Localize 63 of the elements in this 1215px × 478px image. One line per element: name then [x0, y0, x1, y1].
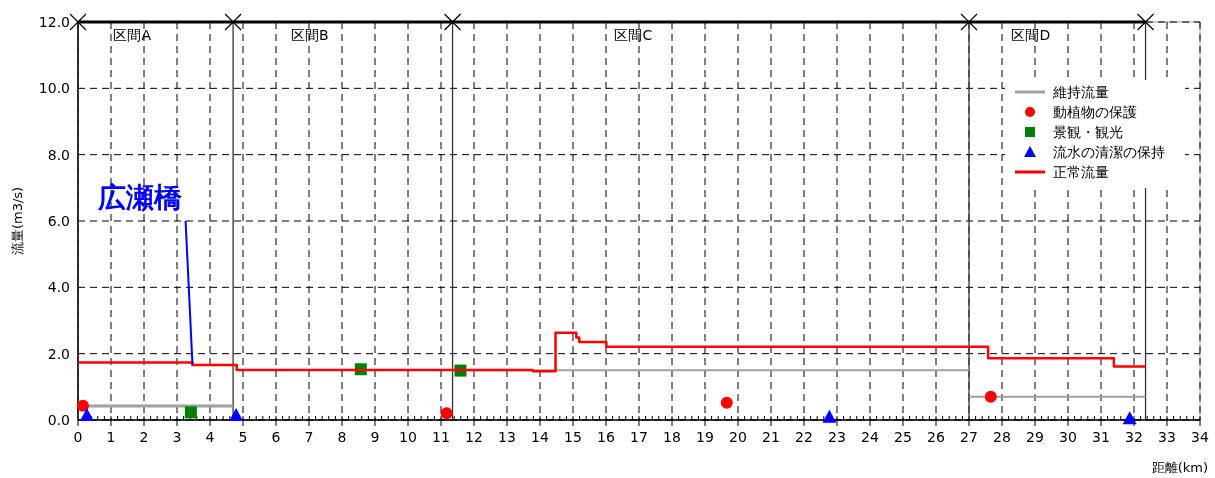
x-tick-label: 19 — [696, 429, 714, 445]
x-tick-label: 33 — [1158, 429, 1176, 445]
y-tick-label: 10.0 — [38, 80, 70, 97]
annotation: 区間A — [113, 27, 152, 43]
x-tick-label: 22 — [795, 429, 813, 445]
x-tick-label: 16 — [597, 429, 615, 445]
x-tick-label: 28 — [993, 429, 1011, 445]
point — [822, 409, 837, 423]
x-tick-label: 3 — [172, 429, 182, 445]
x-tick-label: 25 — [894, 429, 912, 445]
x-tick-label: 8 — [337, 429, 347, 445]
point — [440, 407, 453, 420]
y-tick-label: 12.0 — [38, 14, 70, 30]
x-axis-title: 距離(km) — [1151, 460, 1208, 475]
legend-label: 維持流量 — [1052, 84, 1109, 100]
x-tick-label: 30 — [1059, 429, 1077, 445]
x-tick-label: 1 — [106, 429, 116, 445]
point — [76, 399, 89, 412]
x-tick-label: 18 — [663, 429, 681, 445]
legend-label: 動植物の保護 — [1053, 104, 1137, 120]
point — [984, 390, 997, 403]
x-tick-label: 11 — [432, 429, 450, 445]
x-tick-label: 24 — [861, 429, 879, 445]
x-tick-label: 6 — [271, 429, 281, 445]
x-tick-label: 7 — [304, 429, 314, 445]
x-tick-label: 15 — [564, 429, 582, 445]
x-tick-label: 26 — [927, 429, 945, 445]
legend-label: 流水の清潔の保持 — [1053, 144, 1165, 160]
x-tick-label: 23 — [828, 429, 846, 445]
x-tick-label: 13 — [498, 429, 516, 445]
y-tick-label: 0.0 — [47, 412, 70, 428]
y-tick-label: 4.0 — [47, 279, 70, 296]
x-tick-label: 14 — [531, 429, 549, 445]
point — [1122, 411, 1137, 425]
x-tick-label: 32 — [1125, 429, 1143, 445]
annotation: 区間D — [1011, 27, 1051, 43]
x-tick-label: 21 — [762, 429, 780, 445]
annotation: 区間C — [614, 27, 653, 43]
y-tick-label: 8.0 — [47, 146, 70, 163]
y-tick-label: 2.0 — [47, 345, 70, 362]
x-tick-label: 0 — [73, 429, 83, 445]
annotation: 広瀬橋 — [96, 181, 183, 214]
point — [79, 408, 94, 422]
y-axis-title: 流量(m3/s) — [10, 186, 25, 256]
x-tick-label: 10 — [399, 429, 417, 445]
point — [720, 396, 733, 409]
annotation: 区間B — [291, 27, 329, 43]
x-tick-label: 31 — [1092, 429, 1110, 445]
legend-label: 景観・観光 — [1053, 124, 1123, 140]
y-tick-label: 6.0 — [47, 213, 70, 229]
x-tick-label: 34 — [1191, 429, 1209, 445]
x-tick-label: 20 — [729, 429, 747, 445]
x-tick-label: 5 — [238, 429, 248, 445]
x-tick-label: 27 — [960, 429, 978, 445]
point — [184, 406, 197, 419]
legend-label: 正常流量 — [1053, 164, 1109, 180]
x-tick-label: 29 — [1026, 429, 1044, 445]
point — [229, 408, 244, 422]
x-tick-label: 12 — [465, 429, 483, 445]
x-tick-label: 9 — [370, 429, 380, 445]
x-tick-label: 17 — [630, 429, 648, 445]
x-tick-label: 4 — [205, 429, 215, 445]
x-tick-label: 2 — [139, 429, 149, 445]
